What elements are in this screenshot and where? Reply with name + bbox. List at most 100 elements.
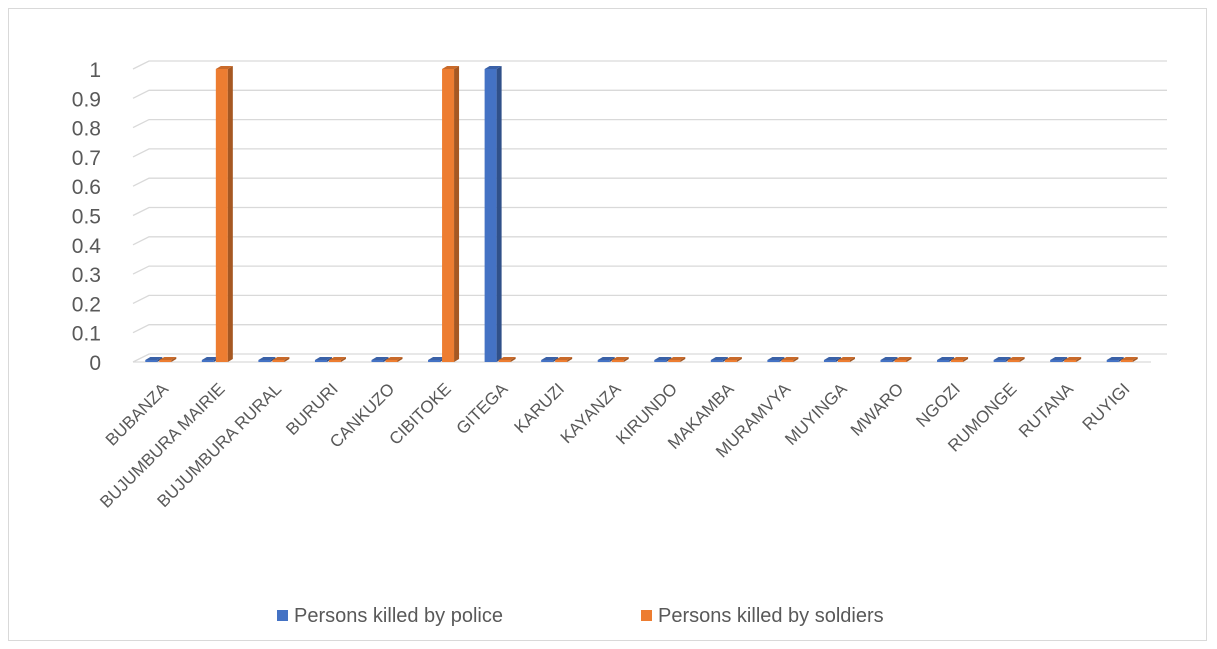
bar-police bbox=[823, 357, 841, 362]
bar-front-face bbox=[201, 360, 214, 362]
bar-top-face bbox=[937, 357, 955, 360]
bar-soldiers bbox=[724, 357, 742, 362]
legend-swatch bbox=[641, 610, 652, 621]
bar-front-face bbox=[1064, 360, 1077, 362]
x-category-label: RUTANA bbox=[1015, 379, 1077, 441]
bar-soldiers bbox=[442, 66, 460, 362]
bar-top-face bbox=[894, 357, 912, 360]
y-tick-label: 0.1 bbox=[72, 323, 101, 346]
bar-side-face bbox=[1005, 357, 1011, 362]
y-tick-label: 0.2 bbox=[72, 293, 101, 316]
bar-police bbox=[258, 357, 276, 362]
bars bbox=[145, 66, 1138, 362]
bar-soldiers bbox=[555, 357, 573, 362]
y-tick-label: 0.9 bbox=[72, 88, 101, 111]
gridline bbox=[132, 236, 1167, 246]
bar-top-face bbox=[258, 357, 276, 360]
bar-front-face bbox=[1050, 360, 1063, 362]
bar-soldiers bbox=[272, 357, 290, 362]
bar-front-face bbox=[611, 360, 624, 362]
bar-soldiers bbox=[159, 357, 177, 362]
bar-side-face bbox=[722, 357, 728, 362]
bar-soldiers bbox=[668, 357, 686, 362]
bar-side-face bbox=[340, 357, 346, 362]
bar-front-face bbox=[442, 69, 455, 362]
bar-front-face bbox=[145, 360, 158, 362]
x-category-label: BURURI bbox=[282, 379, 342, 439]
y-tick-label: 0.4 bbox=[72, 235, 102, 258]
bar-top-face bbox=[1050, 357, 1068, 360]
bar-side-face bbox=[454, 66, 460, 362]
bar-top-face bbox=[201, 357, 219, 360]
bar-top-face bbox=[555, 357, 573, 360]
bar-front-face bbox=[937, 360, 950, 362]
bar-soldiers bbox=[215, 66, 233, 362]
bar-front-face bbox=[371, 360, 384, 362]
gridline bbox=[132, 206, 1167, 217]
bar-front-face bbox=[555, 360, 568, 362]
bar-top-face bbox=[428, 357, 446, 360]
gridline bbox=[132, 148, 1167, 158]
bar-top-face bbox=[880, 357, 898, 360]
bar-police bbox=[710, 357, 728, 362]
bar-side-face bbox=[793, 357, 799, 362]
bar-top-face bbox=[951, 357, 969, 360]
bar-soldiers bbox=[498, 357, 516, 362]
bar-side-face bbox=[906, 357, 912, 362]
x-category-label: MWARO bbox=[847, 379, 907, 439]
bar-front-face bbox=[781, 360, 794, 362]
bar-top-face bbox=[314, 357, 332, 360]
bar-side-face bbox=[284, 357, 290, 362]
bar-top-face bbox=[442, 66, 460, 69]
bar-front-face bbox=[710, 360, 723, 362]
bar-side-face bbox=[623, 357, 629, 362]
bar-police bbox=[654, 357, 672, 362]
bar-top-face bbox=[654, 357, 672, 360]
gridline bbox=[132, 265, 1167, 275]
bar-soldiers bbox=[894, 357, 912, 362]
bar-side-face bbox=[949, 357, 955, 362]
legend-item: Persons killed by police bbox=[277, 605, 503, 627]
bar-front-face bbox=[668, 360, 681, 362]
bar-top-face bbox=[541, 357, 559, 360]
bar-top-face bbox=[837, 357, 855, 360]
bar-front-face bbox=[837, 360, 850, 362]
bar-top-face bbox=[385, 357, 403, 360]
bar-front-face bbox=[1007, 360, 1020, 362]
bar-soldiers bbox=[1064, 357, 1082, 362]
legend-swatch bbox=[277, 610, 288, 621]
bar-front-face bbox=[385, 360, 398, 362]
bar-front-face bbox=[951, 360, 964, 362]
bar-front-face bbox=[767, 360, 780, 362]
bar-soldiers bbox=[837, 357, 855, 362]
bar-side-face bbox=[1132, 357, 1138, 362]
bar-side-face bbox=[553, 357, 559, 362]
bar-front-face bbox=[484, 69, 497, 362]
bar-front-face bbox=[258, 360, 271, 362]
bar-soldiers bbox=[1120, 357, 1138, 362]
bar-front-face bbox=[654, 360, 667, 362]
bar-side-face bbox=[567, 357, 573, 362]
bar-police bbox=[993, 357, 1011, 362]
bar-top-face bbox=[668, 357, 686, 360]
bar-front-face bbox=[428, 360, 441, 362]
bar-top-face bbox=[328, 357, 346, 360]
bar-top-face bbox=[484, 66, 502, 69]
bar-front-face bbox=[541, 360, 554, 362]
bar-side-face bbox=[963, 357, 969, 362]
bar-top-face bbox=[993, 357, 1011, 360]
bar-side-face bbox=[779, 357, 785, 362]
bar-top-face bbox=[710, 357, 728, 360]
bar-chart: 0 0.1 0.2 0.3 0.4 0.5 0.6 0.7 0.8 0.9 1 BUBANZABUJ… bbox=[72, 59, 1167, 627]
bar-front-face bbox=[159, 360, 172, 362]
bar-front-face bbox=[314, 360, 327, 362]
bar-soldiers bbox=[951, 357, 969, 362]
bar-side-face bbox=[397, 357, 403, 362]
bar-top-face bbox=[371, 357, 389, 360]
bar-front-face bbox=[724, 360, 737, 362]
bar-side-face bbox=[835, 357, 841, 362]
x-category-label: NGOZI bbox=[912, 379, 964, 431]
bar-top-face bbox=[724, 357, 742, 360]
chart-frame: 0 0.1 0.2 0.3 0.4 0.5 0.6 0.7 0.8 0.9 1 BUBANZA BUJ… bbox=[8, 8, 1207, 641]
bar-soldiers bbox=[611, 357, 629, 362]
